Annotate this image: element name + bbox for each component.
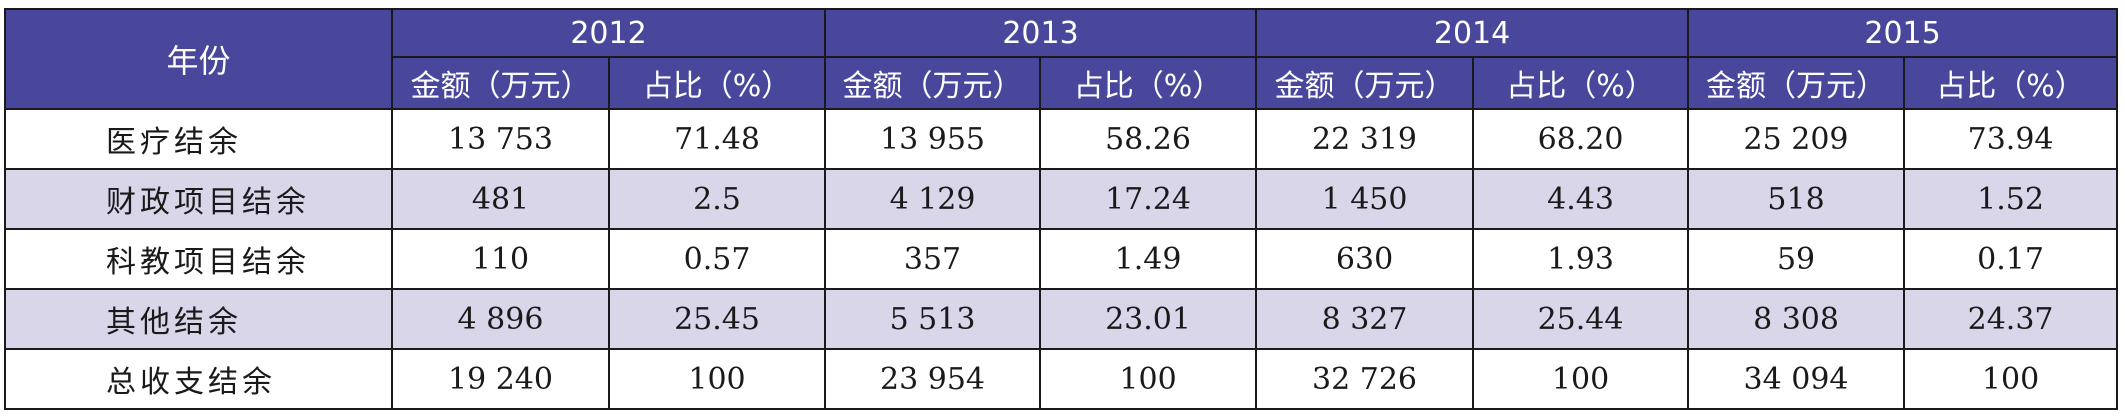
share-cell: 0.57 [607,228,827,290]
amount-cell: 13 955 [824,108,1042,170]
table-row: 财政项目结余 481 2.5 4 129 17.24 1 450 4.43 51… [4,168,2119,230]
table-header: 年份 2012 2013 2014 2015 金额（万元） 占比（%） 金额（万… [4,8,2119,110]
year-header-cell: 2013 [824,8,1258,58]
year-header-row: 年份 2012 2013 2014 2015 [4,8,2119,110]
amount-cell: 8 308 [1687,288,1906,350]
share-header-cell: 占比（%） [1472,56,1690,110]
share-cell: 68.20 [1472,108,1690,170]
share-cell: 23.01 [1039,288,1258,350]
amount-header-cell: 金额（万元） [824,56,1042,110]
share-cell: 1.52 [1903,168,2119,230]
amount-cell: 481 [391,168,610,230]
amount-cell: 19 240 [391,348,610,410]
amount-cell: 518 [1687,168,1906,230]
row-label-cell: 其他结余 [4,288,393,350]
share-cell: 25.44 [1472,288,1690,350]
share-cell: 4.43 [1472,168,1690,230]
share-cell: 1.49 [1039,228,1258,290]
share-cell: 0.17 [1903,228,2119,290]
share-cell: 17.24 [1039,168,1258,230]
share-cell: 71.48 [607,108,827,170]
row-label-cell: 科教项目结余 [4,228,393,290]
subheader-row: 金额（万元） 占比（%） 金额（万元） 占比（%） 金额（万元） 占比（%） 金… [5,56,2119,110]
year-corner-cell: 年份 [4,8,393,110]
balance-table: 年份 2012 2013 2014 2015 金额（万元） 占比（%） 金额（万… [4,8,2119,410]
share-cell: 24.37 [1903,288,2119,350]
table-row: 医疗结余 13 753 71.48 13 955 58.26 22 319 68… [4,108,2119,170]
year-header-cell: 2014 [1255,8,1690,58]
row-label-cell: 医疗结余 [4,108,393,170]
row-label-cell: 财政项目结余 [4,168,393,230]
share-cell: 100 [607,348,827,410]
amount-cell: 23 954 [824,348,1042,410]
share-cell: 100 [1903,348,2119,410]
share-cell: 2.5 [607,168,827,230]
amount-header-cell: 金额（万元） [1687,56,1906,110]
amount-cell: 5 513 [824,288,1042,350]
share-cell: 1.93 [1472,228,1690,290]
amount-cell: 59 [1687,228,1906,290]
year-header-cell: 2015 [1687,8,2119,58]
amount-cell: 8 327 [1255,288,1475,350]
amount-cell: 630 [1255,228,1475,290]
amount-cell: 25 209 [1687,108,1906,170]
share-header-cell: 占比（%） [607,56,827,110]
share-cell: 25.45 [607,288,827,350]
amount-cell: 22 319 [1255,108,1475,170]
amount-header-cell: 金额（万元） [391,56,610,110]
row-label-cell: 总收支结余 [4,348,393,410]
amount-cell: 32 726 [1255,348,1475,410]
amount-cell: 110 [391,228,610,290]
amount-cell: 4 896 [391,288,610,350]
share-cell: 58.26 [1039,108,1258,170]
table-row: 总收支结余 19 240 100 23 954 100 32 726 100 3… [4,348,2119,410]
share-cell: 100 [1472,348,1690,410]
share-cell: 73.94 [1903,108,2119,170]
table-row: 科教项目结余 110 0.57 357 1.49 630 1.93 59 0.1… [4,228,2119,290]
share-header-cell: 占比（%） [1039,56,1258,110]
share-cell: 100 [1039,348,1258,410]
table-body: 医疗结余 13 753 71.48 13 955 58.26 22 319 68… [4,108,2119,410]
balance-table-container: 年份 2012 2013 2014 2015 金额（万元） 占比（%） 金额（万… [4,8,2119,410]
amount-cell: 13 753 [391,108,610,170]
amount-cell: 1 450 [1255,168,1475,230]
amount-header-cell: 金额（万元） [1255,56,1475,110]
amount-cell: 4 129 [824,168,1042,230]
year-header-cell: 2012 [390,8,827,58]
amount-cell: 34 094 [1687,348,1906,410]
table-row: 其他结余 4 896 25.45 5 513 23.01 8 327 25.44… [4,288,2119,350]
amount-cell: 357 [824,228,1042,290]
share-header-cell: 占比（%） [1903,56,2119,110]
